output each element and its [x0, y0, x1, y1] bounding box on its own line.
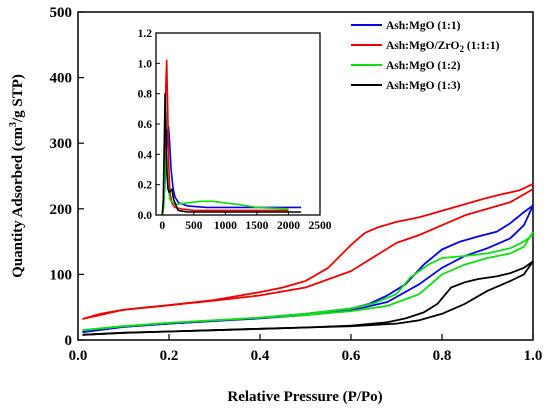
- main-plot-frame: [77, 11, 534, 341]
- inset-series-ash-mgo-1-3: [161, 92, 302, 216]
- inset-x-tick-label: 1500: [245, 220, 268, 232]
- y-axis-title-suffix: /g STP): [10, 74, 26, 123]
- inset-y-tick-label: 1.0: [138, 58, 153, 70]
- y-tick-label: 0: [65, 333, 73, 349]
- inset-y-tick-label: 0.0: [138, 210, 153, 222]
- series-ash-mgo-1-2-adsorption: [82, 231, 534, 332]
- y-axis-title: Quantity Adsorbed (cm3/g STP): [8, 74, 26, 278]
- inset-x-tick-label: 1000: [214, 220, 237, 232]
- x-tick-label: 0.8: [433, 348, 452, 364]
- series-ash-mgo-1-2-desorption: [82, 234, 534, 332]
- y-tick-label: 200: [50, 202, 73, 218]
- inset-y-tick-label: 0.8: [138, 89, 153, 101]
- inset-axis-ticks: 0 500 1000 1500 2000 2500 0.0 0.2 0.4 0.6 0.8 1.0 1.…: [138, 28, 332, 232]
- inset-x-tick-label: 2000: [277, 220, 300, 232]
- y-tick-label: 300: [50, 136, 73, 152]
- y-tick-label: 400: [50, 71, 73, 87]
- legend-label-ash-mgo-1-2: Ash:MgO (1:2): [386, 60, 461, 72]
- x-tick-label: 0.4: [251, 348, 270, 364]
- y-tick-label: 100: [50, 267, 73, 283]
- inset-x-tick-label: 0: [159, 220, 165, 232]
- x-tick-label: 0.6: [342, 348, 361, 364]
- y-axis-title-prefix: Quantity Adsorbed (cm: [10, 127, 26, 278]
- legend: Ash:MgO (1:1) Ash:MgO/ZrO2 (1:1:1) Ash:M…: [351, 20, 500, 92]
- x-tick-label: 0.0: [69, 348, 88, 364]
- series-ash-mgo-1-3-desorption: [82, 260, 534, 336]
- inset-y-tick-label: 0.4: [138, 149, 153, 161]
- y-axis-title-sup: 3: [8, 122, 19, 127]
- legend-label-zro2-sub: 2: [459, 44, 464, 54]
- legend-label-zro2-prefix: Ash:MgO/ZrO: [386, 40, 460, 52]
- x-axis-title: Relative Pressure (P/Po): [227, 389, 382, 405]
- inset-x-tick-label: 2500: [309, 220, 332, 232]
- main-axis-ticks: 0.0 0.2 0.4 0.6 0.8 1.0 0 100 200 300 400 500: [50, 5, 543, 364]
- inset-y-tick-label: 0.6: [138, 119, 153, 131]
- inset-y-tick-label: 0.2: [138, 180, 153, 192]
- series-ash-mgo-zro2-1-1-1-desorption: [82, 183, 534, 320]
- legend-label-zro2-suffix: (1:1:1): [464, 40, 500, 52]
- inset-y-tick-label: 1.2: [138, 28, 153, 40]
- legend-label-ash-mgo-1-3: Ash:MgO (1:3): [386, 80, 461, 92]
- inset-x-tick-label: 500: [185, 220, 203, 232]
- inset-series-group: [161, 59, 302, 216]
- x-tick-label: 1.0: [524, 348, 543, 364]
- inset-background: [156, 33, 320, 215]
- x-tick-label: 0.2: [160, 348, 179, 364]
- main-series-group: [82, 183, 534, 336]
- legend-label-ash-mgo-zro2-1-1-1: Ash:MgO/ZrO2 (1:1:1): [386, 40, 500, 54]
- y-tick-label: 500: [50, 5, 73, 21]
- legend-label-ash-mgo-1-1: Ash:MgO (1:1): [386, 20, 461, 32]
